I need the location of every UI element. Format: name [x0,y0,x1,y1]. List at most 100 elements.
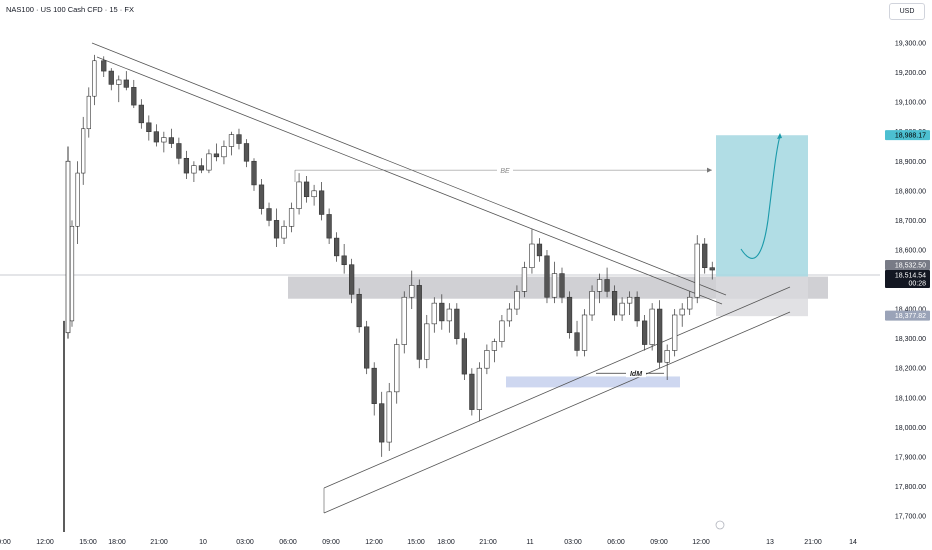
candle-body [657,308,663,363]
time-axis-bg [0,532,932,550]
x-tick-label: 12:00 [692,539,710,546]
price-label-stop [885,310,930,321]
candle-body [687,296,693,310]
candle-body [206,153,212,171]
y-tick-label: 19,100.00 [895,100,926,107]
lower-channel-line-2 [323,311,791,514]
candle-body [266,208,272,221]
price-label-text: 18,988.17 [895,133,926,140]
candle-body [75,172,80,227]
x-tick-label: 18:00 [437,539,455,546]
trendlines: BE IdM [91,42,791,514]
candle-body [318,190,325,215]
candle-body [92,60,97,97]
candle-body [551,273,558,298]
candle-body [394,344,400,393]
idm-zone [506,376,680,388]
candle-body [258,184,265,209]
candle-body [131,87,137,106]
candle-body [424,323,430,360]
candle-body [183,157,190,174]
idm-label-bg [626,368,646,378]
price-label-last [885,260,930,270]
candle-body [101,60,107,72]
currency-button[interactable]: USD [889,3,925,20]
y-tick-label: 18,200.00 [895,366,926,373]
symbol-title[interactable]: NAS100 · US 100 Cash CFD · 15 · FX [6,5,134,14]
candle-body [484,350,490,369]
y-tick-label: 18,100.00 [895,395,926,402]
candle-body [454,308,460,339]
candle-body [303,181,310,198]
candle-body [371,367,377,404]
candle-body [529,243,535,268]
candle-body [65,160,71,334]
candle-body [176,143,182,159]
price-label-text: 18,514.54 [895,273,926,280]
price-label-countdown [885,278,930,288]
y-tick-label: 19,200.00 [895,70,926,77]
candle-body [672,314,678,351]
candle-body [491,341,498,351]
candle-body [409,285,415,298]
y-tick-label: 18,000.00 [895,425,926,432]
x-tick-label: 18:00 [108,539,126,546]
upper-trendline-2 [96,56,723,305]
candle-body [349,264,355,295]
candle-body [469,373,475,410]
candle-body [649,308,655,345]
x-tick-label: 09:00 [322,539,340,546]
be-label: BE [500,168,510,175]
candle-body [243,143,250,162]
candle-body [386,391,392,443]
candle-body [521,267,528,292]
candle-body [356,293,362,328]
candle-body [326,214,332,239]
x-tick-label: 10 [199,539,207,546]
y-tick-label: 18,400.00 [895,307,926,314]
candle-body [153,131,159,143]
projection-arrowhead [777,133,782,139]
projection-curve [740,135,781,259]
x-tick-label: 06:00 [279,539,297,546]
candle-body [604,279,610,292]
upper-trendline [91,42,727,296]
candle-body [642,320,648,345]
candle-body [213,153,220,158]
y-tick-label: 17,800.00 [895,484,926,491]
clock-icon[interactable] [715,520,725,530]
y-tick-label: 17,700.00 [895,514,926,521]
price-label-target [885,130,930,141]
candle-body [634,296,640,322]
candle-body [506,308,513,322]
candle-body [581,314,588,351]
be-label-bg [497,165,513,175]
x-tick-label: 12:00 [365,539,383,546]
candle-body [416,285,422,360]
candle-body [221,146,227,158]
time-axis[interactable]: 9:00 12:00 15:00 18:00 21:00 10 03:00 06:00 09:0… [0,520,932,550]
candle-body [574,332,580,351]
x-tick-label: 03:00 [236,539,254,546]
candle-body [116,79,122,85]
x-tick-label: 14 [849,539,857,546]
candles [63,54,715,534]
candle-body [281,225,287,239]
candle-body [709,267,715,271]
x-tick-label: 21:00 [150,539,168,546]
x-tick-label: 09:00 [650,539,668,546]
y-tick-label: 19,300.00 [895,41,926,48]
candle-body [446,308,452,322]
candle-body [536,243,543,257]
candle-body [364,326,370,369]
candle-body [559,273,565,298]
candle-body [168,137,174,144]
candle-body [379,403,385,443]
candle-body [228,134,235,147]
zones [288,135,828,388]
candle-body [664,350,670,363]
candle-body [626,296,633,304]
price-label-current [885,270,930,280]
